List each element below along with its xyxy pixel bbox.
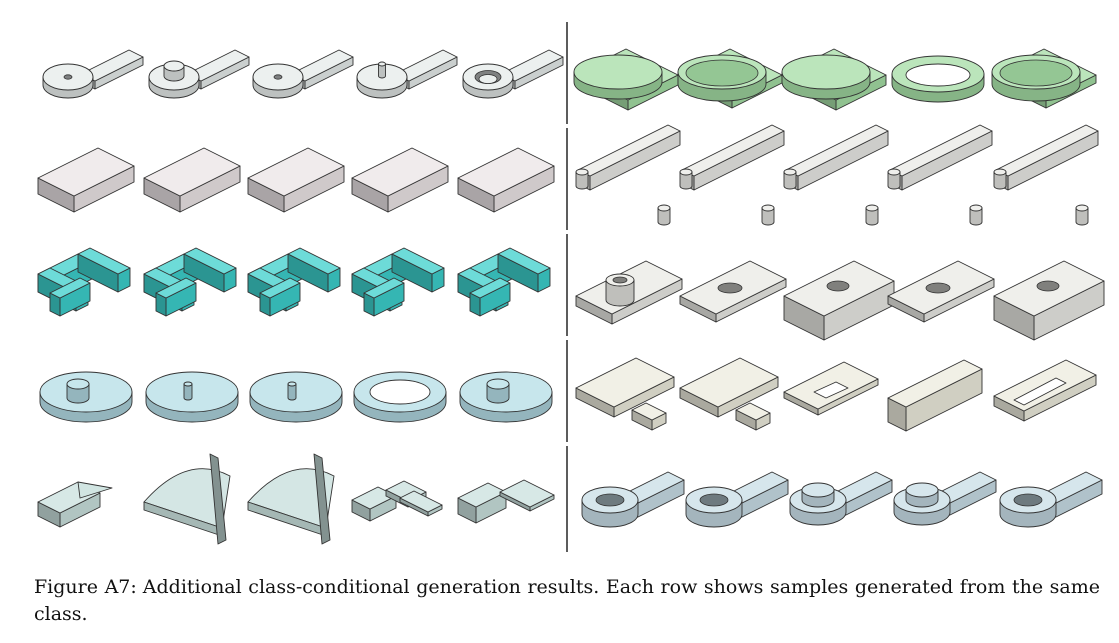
c-clip-icon [457,247,551,317]
long-bar-icon [887,359,983,432]
flat-block-icon [143,147,241,213]
notched-bar-icon [783,124,889,226]
plate-counterbore-icon [679,260,787,323]
figure-caption: Figure A7: Additional class-conditional g… [34,574,1100,628]
eye-plate-icon [999,471,1103,528]
flat-block-icon [457,147,555,213]
block-counterbore-icon [783,260,895,341]
stepped-plate-icon [679,357,779,431]
plate-tube-icon [575,260,683,325]
wedge-block-icon [37,481,113,528]
stacked-plates-icon [351,480,443,522]
cup-on-square-icon [677,48,783,109]
cam-disc-pin-icon [249,371,343,423]
notched-bar-icon [993,124,1099,226]
c-clip-icon [351,247,445,317]
cup-on-square-icon [991,48,1097,109]
figure-label: Figure A7: [34,576,137,598]
u-frame-icon [993,359,1097,422]
tray-block-icon [457,479,555,524]
cam-disc-boss-icon [39,371,133,423]
notched-bar-icon [575,124,681,226]
key-plate-hole-icon [252,49,354,99]
eye-plate-icon [685,471,789,528]
cam-ring-icon [353,371,447,423]
c-clip-icon [143,247,237,317]
block-counterbore-icon [993,260,1105,341]
fan-plate-icon [247,453,335,545]
notched-bar-icon [679,124,785,226]
c-clip-icon [247,247,341,317]
disc-on-square-icon [573,48,679,111]
eye-plate-boss-icon [893,471,997,526]
flat-block-icon [351,147,449,213]
u-plate-icon [783,361,879,416]
figure-panels [37,22,1105,552]
disc-on-square-icon [781,48,887,111]
plate-counterbore-icon [887,260,995,323]
flat-block-icon [37,147,135,213]
key-plate-hole-icon [42,49,144,99]
key-plate-pin-icon [356,49,458,99]
eye-plate-boss-icon [789,471,893,526]
notched-bar-icon [887,124,993,226]
caption-text: Additional class-conditional generation … [34,576,1100,625]
ring-on-square-icon [891,55,985,103]
cam-disc-boss-icon [459,371,553,423]
c-clip-icon [37,247,131,317]
key-plate-boss-icon [148,49,250,99]
cam-disc-pin-icon [145,371,239,423]
flat-block-icon [247,147,345,213]
key-plate-ring-icon [462,49,564,99]
stepped-plate-icon [575,357,675,431]
figure-grid [37,22,1105,552]
fan-plate-icon [143,453,231,545]
eye-plate-icon [581,471,685,528]
